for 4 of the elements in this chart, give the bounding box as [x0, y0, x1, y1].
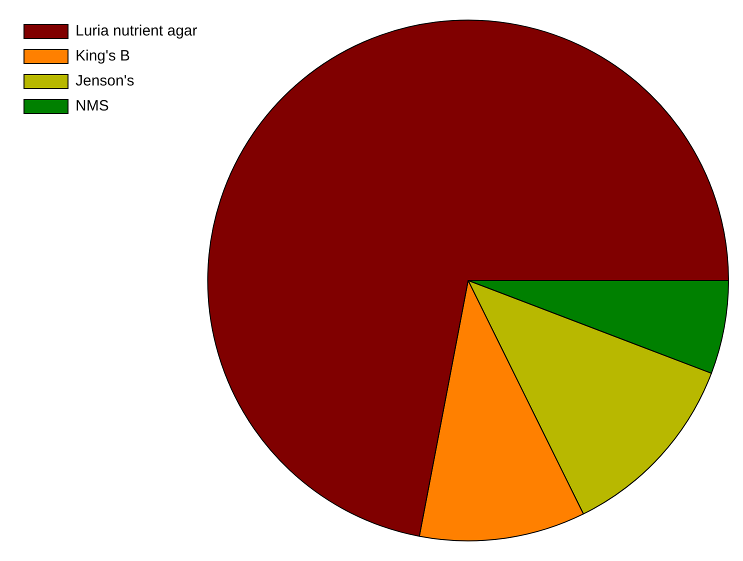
- legend-label: Jenson's: [76, 72, 134, 90]
- legend-label: Luria nutrient agar: [76, 22, 198, 40]
- legend-label: King's B: [76, 48, 130, 65]
- legend-label: NMS: [76, 98, 109, 115]
